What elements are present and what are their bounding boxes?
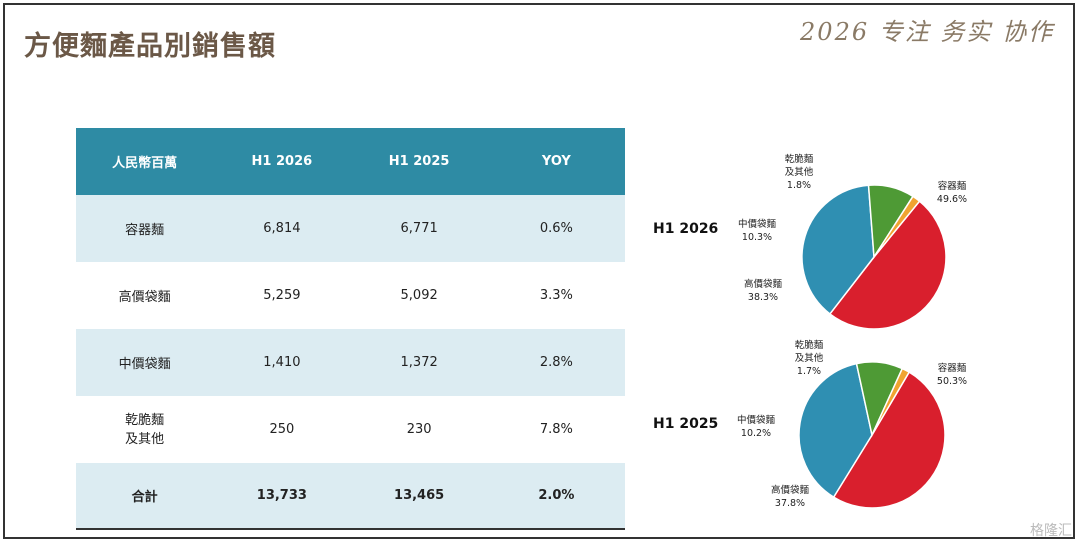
row-label: 中價袋麵 bbox=[76, 329, 214, 396]
slide-frame bbox=[3, 3, 1075, 539]
row-label: 合計 bbox=[76, 463, 214, 530]
table-header-row: 人民幣百萬 H1 2026 H1 2025 YOY bbox=[76, 128, 625, 195]
cell-h1-2025: 6,771 bbox=[350, 195, 488, 262]
pie-slice-label: 高價袋麵 38.3% bbox=[744, 278, 783, 303]
cell-h1-2026: 6,814 bbox=[213, 195, 351, 262]
pie-title-h1-2026: H1 2026 bbox=[653, 221, 719, 237]
pie-slice-label: 容器麵 50.3% bbox=[937, 362, 967, 387]
table-row: 容器麵 6,814 6,771 0.6% bbox=[76, 195, 625, 262]
cell-yoy: 2.8% bbox=[487, 329, 625, 396]
slogan: 2026 专注 务实 协作 bbox=[800, 18, 1054, 46]
column-header-unit: 人民幣百萬 bbox=[76, 128, 214, 195]
table-row: 乾脆麵 及其他 250 230 7.8% bbox=[76, 396, 625, 463]
pie-slice bbox=[798, 362, 873, 499]
pie-slice bbox=[801, 184, 875, 315]
pie-slice-label: 乾脆麵及其他 1.7% bbox=[795, 339, 824, 377]
pie-slice bbox=[873, 195, 921, 258]
pie-slice-label: 高價袋麵 37.8% bbox=[771, 484, 810, 509]
cell-h1-2025: 13,465 bbox=[350, 463, 488, 530]
pie-slice bbox=[832, 371, 946, 509]
column-header-h1-2026: H1 2026 bbox=[213, 128, 351, 195]
cell-h1-2025: 230 bbox=[406, 422, 432, 437]
pie-charts: 容器麵 49.6% 高價袋麵 38.3% 中價袋麵 10.3% 乾脆麵及其他 1.8% 容器麵 5… bbox=[737, 153, 967, 509]
sales-table: 人民幣百萬 H1 2026 H1 2025 YOY 容器麵 6,814 6,77… bbox=[76, 128, 625, 530]
cell-yoy: 0.6% bbox=[487, 195, 625, 262]
watermark: 格隆汇 bbox=[1030, 523, 1072, 539]
pie-slice bbox=[871, 367, 911, 436]
cell-yoy: 7.8% bbox=[539, 422, 573, 437]
pie-slice bbox=[828, 200, 947, 330]
cell-yoy: 3.3% bbox=[539, 288, 573, 303]
pie-title-h1-2025: H1 2025 bbox=[653, 416, 719, 432]
cell-h1-2026: 250 bbox=[269, 422, 295, 437]
cell-h1-2026: 1,410 bbox=[213, 329, 351, 396]
pie-slice-label: 乾脆麵及其他 1.8% bbox=[785, 153, 814, 191]
row-label: 高價袋麵 bbox=[118, 290, 171, 305]
pie-slice-label: 中價袋麵 10.2% bbox=[737, 414, 776, 439]
cell-h1-2026: 13,733 bbox=[213, 463, 351, 530]
column-header-yoy: YOY bbox=[487, 128, 625, 195]
cell-yoy: 2.0% bbox=[487, 463, 625, 530]
cell-h1-2025: 1,372 bbox=[350, 329, 488, 396]
cell-h1-2025: 5,092 bbox=[400, 288, 438, 303]
row-label: 乾脆麵 及其他 bbox=[125, 412, 165, 447]
pie-slice-label: 容器麵 49.6% bbox=[937, 180, 967, 205]
table-total-row: 合計 13,733 13,465 2.0% bbox=[76, 463, 625, 530]
table-row: 中價袋麵 1,410 1,372 2.8% bbox=[76, 329, 625, 396]
cell-h1-2026: 5,259 bbox=[263, 288, 301, 303]
table-row: 高價袋麵 5,259 5,092 3.3% bbox=[76, 262, 625, 329]
pie-slice-label: 中價袋麵 10.3% bbox=[738, 218, 777, 243]
page-title: 方便麵產品別銷售額 bbox=[24, 31, 276, 62]
column-header-h1-2025: H1 2025 bbox=[350, 128, 488, 195]
row-label: 容器麵 bbox=[76, 195, 214, 262]
